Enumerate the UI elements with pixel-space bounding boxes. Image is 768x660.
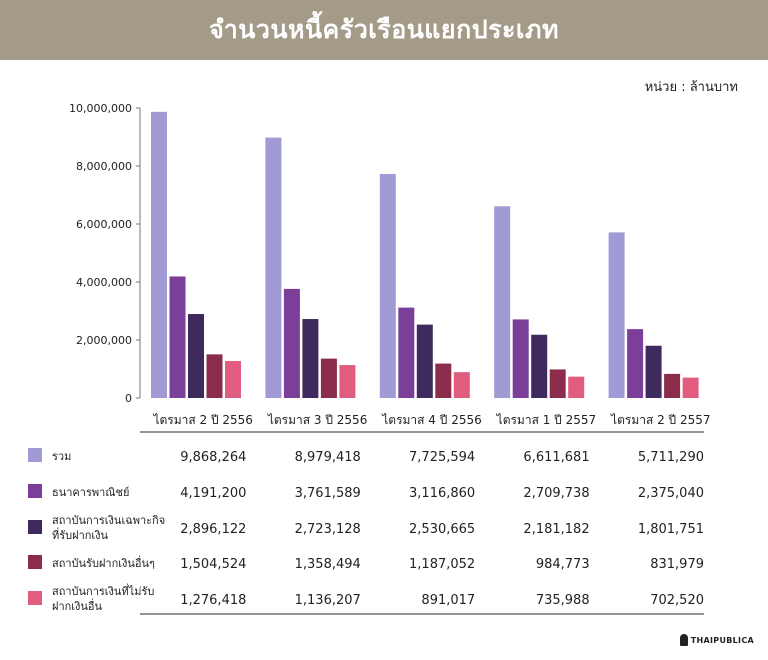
bar <box>453 372 470 398</box>
thaipublica-logo: THAIPUBLICA <box>679 634 754 646</box>
y-tick-label: 4,000,000 <box>76 276 132 289</box>
category-label: ไตรมาส 1 ปี 2557 <box>496 413 596 427</box>
legend-swatch <box>28 591 42 605</box>
y-tick-label: 8,000,000 <box>76 160 132 173</box>
legend-swatch <box>28 484 42 498</box>
bar <box>302 319 319 398</box>
table-cell: 702,520 <box>650 593 704 608</box>
bar <box>549 369 566 398</box>
series-label: สถาบันการเงินที่ไม่รับ <box>52 583 154 598</box>
table-cell: 2,723,128 <box>295 522 361 537</box>
unit-label: หน่วย : ล้านบาท <box>644 80 738 95</box>
table-cell: 2,709,738 <box>523 486 589 501</box>
bar <box>568 376 585 398</box>
bar <box>339 365 356 398</box>
bar <box>531 334 548 398</box>
bar <box>265 137 282 399</box>
bar <box>320 358 337 398</box>
logo-text: THAIPUBLICA <box>690 635 754 645</box>
category-label: ไตรมาส 3 ปี 2556 <box>267 413 367 427</box>
bar <box>169 276 186 398</box>
table-cell: 2,896,122 <box>180 522 246 537</box>
bar <box>682 377 699 398</box>
series-label: สถาบันรับฝากเงินอื่นๆ <box>52 555 155 570</box>
title-bar: จำนวนหนี้ครัวเรือนแยกประเภท <box>0 0 768 60</box>
y-tick-label: 2,000,000 <box>76 334 132 347</box>
bar <box>225 360 241 398</box>
series-label: ฝากเงินอื่น <box>52 598 103 613</box>
bar <box>188 314 204 398</box>
table-cell: 1,276,418 <box>180 593 246 608</box>
legend-swatch <box>28 555 42 569</box>
category-label: ไตรมาส 2 ปี 2556 <box>152 413 252 427</box>
table-cell: 1,358,494 <box>295 557 361 572</box>
table-cell: 8,979,418 <box>295 450 361 465</box>
table-cell: 1,136,207 <box>295 593 361 608</box>
y-tick-label: 10,000,000 <box>69 102 132 115</box>
table-cell: 891,017 <box>421 593 475 608</box>
bar <box>627 329 644 398</box>
bar <box>151 111 167 398</box>
bar <box>512 319 529 398</box>
bar <box>645 345 662 398</box>
series-label: ที่รับฝากเงิน <box>52 527 109 542</box>
table-cell: 1,504,524 <box>180 557 246 572</box>
table-cell: 7,725,594 <box>409 450 475 465</box>
series-label: สถาบันการเงินเฉพาะกิจ <box>52 514 165 527</box>
logo-icon <box>679 634 688 646</box>
bar <box>608 232 625 398</box>
bar <box>398 307 415 398</box>
table-cell: 4,191,200 <box>180 486 246 501</box>
bar <box>494 206 511 398</box>
table-cell: 2,375,040 <box>638 486 704 501</box>
table-cell: 831,979 <box>650 557 704 572</box>
table-cell: 3,116,860 <box>409 486 475 501</box>
table-cell: 2,181,182 <box>523 522 589 537</box>
category-label: ไตรมาส 2 ปี 2557 <box>610 413 710 427</box>
series-label: รวม <box>52 450 71 463</box>
y-tick-label: 0 <box>125 392 132 405</box>
bar <box>206 354 223 398</box>
table-cell: 2,530,665 <box>409 522 475 537</box>
table-cell: 1,801,751 <box>638 522 704 537</box>
legend-swatch <box>28 520 42 534</box>
table-cell: 9,868,264 <box>180 450 246 465</box>
table-cell: 6,611,681 <box>523 450 589 465</box>
bar <box>283 288 300 398</box>
legend-swatch <box>28 448 42 462</box>
y-tick-label: 6,000,000 <box>76 218 132 231</box>
bar <box>416 324 433 398</box>
table-cell: 1,187,052 <box>409 557 475 572</box>
table-cell: 735,988 <box>536 593 590 608</box>
bar <box>664 373 681 398</box>
table-cell: 3,761,589 <box>295 486 361 501</box>
series-label: ธนาคารพาณิชย์ <box>52 486 129 499</box>
table-cell: 5,711,290 <box>638 450 704 465</box>
bar <box>379 173 396 398</box>
chart-title: จำนวนหนี้ครัวเรือนแยกประเภท <box>209 15 559 44</box>
category-label: ไตรมาส 4 ปี 2556 <box>381 413 481 427</box>
table-cell: 984,773 <box>536 557 590 572</box>
bar <box>435 363 452 398</box>
